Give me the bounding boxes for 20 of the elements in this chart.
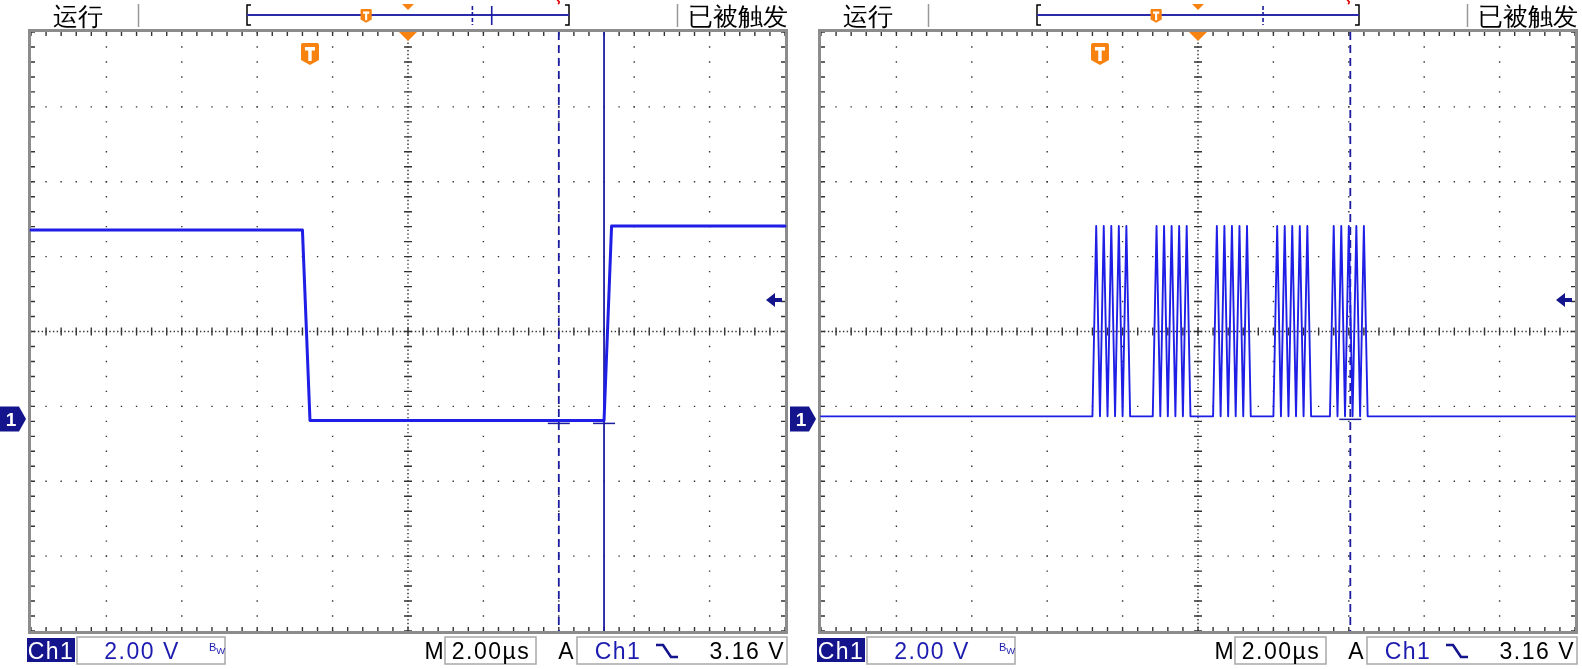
text: 已被触发 <box>688 2 788 31</box>
text: 1 <box>5 409 17 430</box>
text: Ch1 <box>1384 638 1432 664</box>
text: M <box>1214 638 1234 664</box>
text: A <box>1348 638 1365 664</box>
text: 3.16 V <box>1499 638 1575 664</box>
text: A <box>558 638 575 664</box>
text: 2.00 V <box>104 638 180 664</box>
text: B$_{W}$ <box>209 641 226 657</box>
text: Ch1 <box>594 638 642 664</box>
text: 1 <box>795 409 807 430</box>
text: 3.16 V <box>709 638 785 664</box>
text: M <box>424 638 444 664</box>
text: B$_{W}$ <box>999 641 1016 657</box>
text: 运行 <box>53 2 103 31</box>
text: 2.00µs <box>451 638 531 664</box>
text: 2.00µs <box>1241 638 1321 664</box>
text: 2.00 V <box>894 638 970 664</box>
text: 运行 <box>843 2 893 31</box>
text: 已被触发 <box>1478 2 1578 31</box>
